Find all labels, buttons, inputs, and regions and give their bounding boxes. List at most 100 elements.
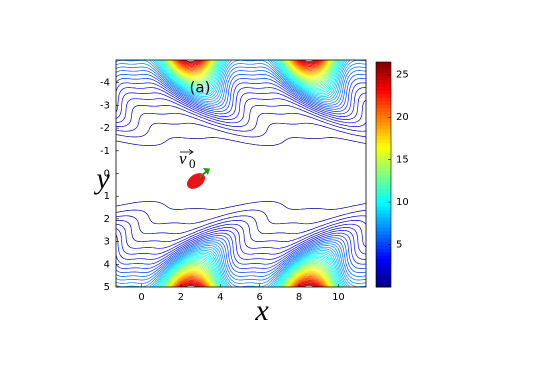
colorbar-cell — [376, 76, 391, 81]
colorbar-cell — [376, 255, 391, 260]
colorbar-cell — [376, 114, 391, 119]
contour-line — [116, 60, 366, 287]
colorbar-cell — [376, 69, 391, 74]
colorbar-cell — [376, 62, 391, 67]
contour-line — [116, 87, 366, 260]
colorbar-cell — [376, 213, 391, 218]
velocity-annotation: v 0 — [179, 149, 196, 171]
velocity-symbol: v — [179, 149, 187, 168]
contour-line — [116, 137, 366, 210]
contour-line — [171, 60, 329, 287]
colorbar-cell — [376, 188, 391, 193]
y-tick-label: 5 — [104, 282, 110, 293]
x-tick-label: 8 — [296, 292, 302, 303]
colorbar-cell — [376, 234, 391, 239]
velocity-arrowhead — [203, 168, 210, 175]
contour-line — [172, 60, 328, 287]
colorbar-frame — [375, 61, 392, 288]
velocity-arrow — [199, 170, 208, 178]
colorbar-cell — [376, 192, 391, 197]
colorbar-cell — [376, 244, 391, 249]
contour-line — [170, 60, 330, 287]
colorbar: 5 10 15 20 25 — [375, 61, 409, 288]
colorbar-cell — [376, 227, 391, 232]
contour-line — [155, 60, 345, 287]
y-tick-label: 1 — [104, 191, 110, 202]
colorbar-cell — [376, 97, 391, 102]
contour-line — [116, 70, 366, 277]
colorbar-cell — [376, 146, 391, 151]
contour-line — [173, 60, 326, 287]
x-axis-label: x — [254, 294, 269, 327]
contour-line — [167, 60, 333, 287]
contour-line — [178, 60, 322, 287]
colorbar-cell — [376, 185, 391, 190]
contour-line — [164, 60, 336, 287]
contour-line — [162, 60, 337, 287]
colorbar-cell — [376, 139, 391, 144]
colorbar-cell — [376, 79, 391, 84]
contour-line — [116, 98, 366, 249]
contour-line — [116, 74, 366, 273]
contour-line — [116, 122, 366, 225]
colorbar-cell — [376, 241, 391, 246]
colorbar-cell — [376, 121, 391, 126]
colorbar-cell — [376, 178, 391, 183]
colorbar-cell — [376, 251, 391, 256]
contour-line — [158, 60, 342, 287]
colorbar-cell — [376, 153, 391, 158]
colorbar-cell — [376, 149, 391, 154]
colorbar-cell — [376, 93, 391, 98]
colorbar-cell — [376, 181, 391, 186]
colorbar-cell — [376, 125, 391, 130]
contour-line — [162, 60, 338, 287]
x-tick-label: 4 — [217, 292, 223, 303]
colorbar-cell — [376, 216, 391, 221]
colorbar-cell — [376, 135, 391, 140]
x-tick-label: 2 — [178, 292, 184, 303]
colorbar-cell — [376, 104, 391, 109]
contour-line — [169, 60, 331, 287]
contour-line — [116, 82, 366, 265]
colorbar-cell — [376, 167, 391, 172]
contour-area — [116, 60, 366, 287]
contour-line — [153, 60, 346, 287]
contour-line — [116, 112, 366, 235]
contour-line — [175, 60, 325, 287]
colorbar-cell — [376, 111, 391, 116]
colorbar-cell — [376, 170, 391, 175]
colorbar-cell — [376, 269, 391, 274]
colorbar-cell — [376, 174, 391, 179]
x-tick-label: 6 — [257, 292, 263, 303]
contour-line — [151, 60, 348, 287]
panel-label: (a) — [190, 79, 211, 97]
colorbar-cell — [376, 156, 391, 161]
x-tick-label: 0 — [138, 292, 144, 303]
contour-line — [116, 78, 366, 269]
colorbar-cell — [376, 262, 391, 267]
colorbar-cell — [376, 72, 391, 77]
y-tick-label: -2 — [100, 123, 110, 134]
contour-line — [116, 63, 366, 284]
colorbar-tick-label: 5 — [396, 240, 402, 251]
colorbar-cell — [376, 209, 391, 214]
colorbar-cell — [376, 107, 391, 112]
contour-line — [166, 60, 334, 287]
colorbar-tick-label: 20 — [396, 112, 409, 123]
contour-line — [116, 104, 366, 243]
colorbar-cell — [376, 195, 391, 200]
colorbar-cell — [376, 100, 391, 105]
y-tick-label: 3 — [104, 237, 110, 248]
colorbar-cell — [376, 265, 391, 270]
colorbar-cell — [376, 279, 391, 284]
colorbar-cell — [376, 163, 391, 168]
contour-line — [116, 66, 366, 281]
colorbar-cell — [376, 132, 391, 137]
y-tick-label: -4 — [100, 78, 110, 89]
x-tick-label: 10 — [332, 292, 345, 303]
y-tick-label: 2 — [104, 214, 110, 225]
colorbar-cell — [376, 276, 391, 281]
colorbar-cell — [376, 118, 391, 123]
colorbar-cell — [376, 83, 391, 88]
